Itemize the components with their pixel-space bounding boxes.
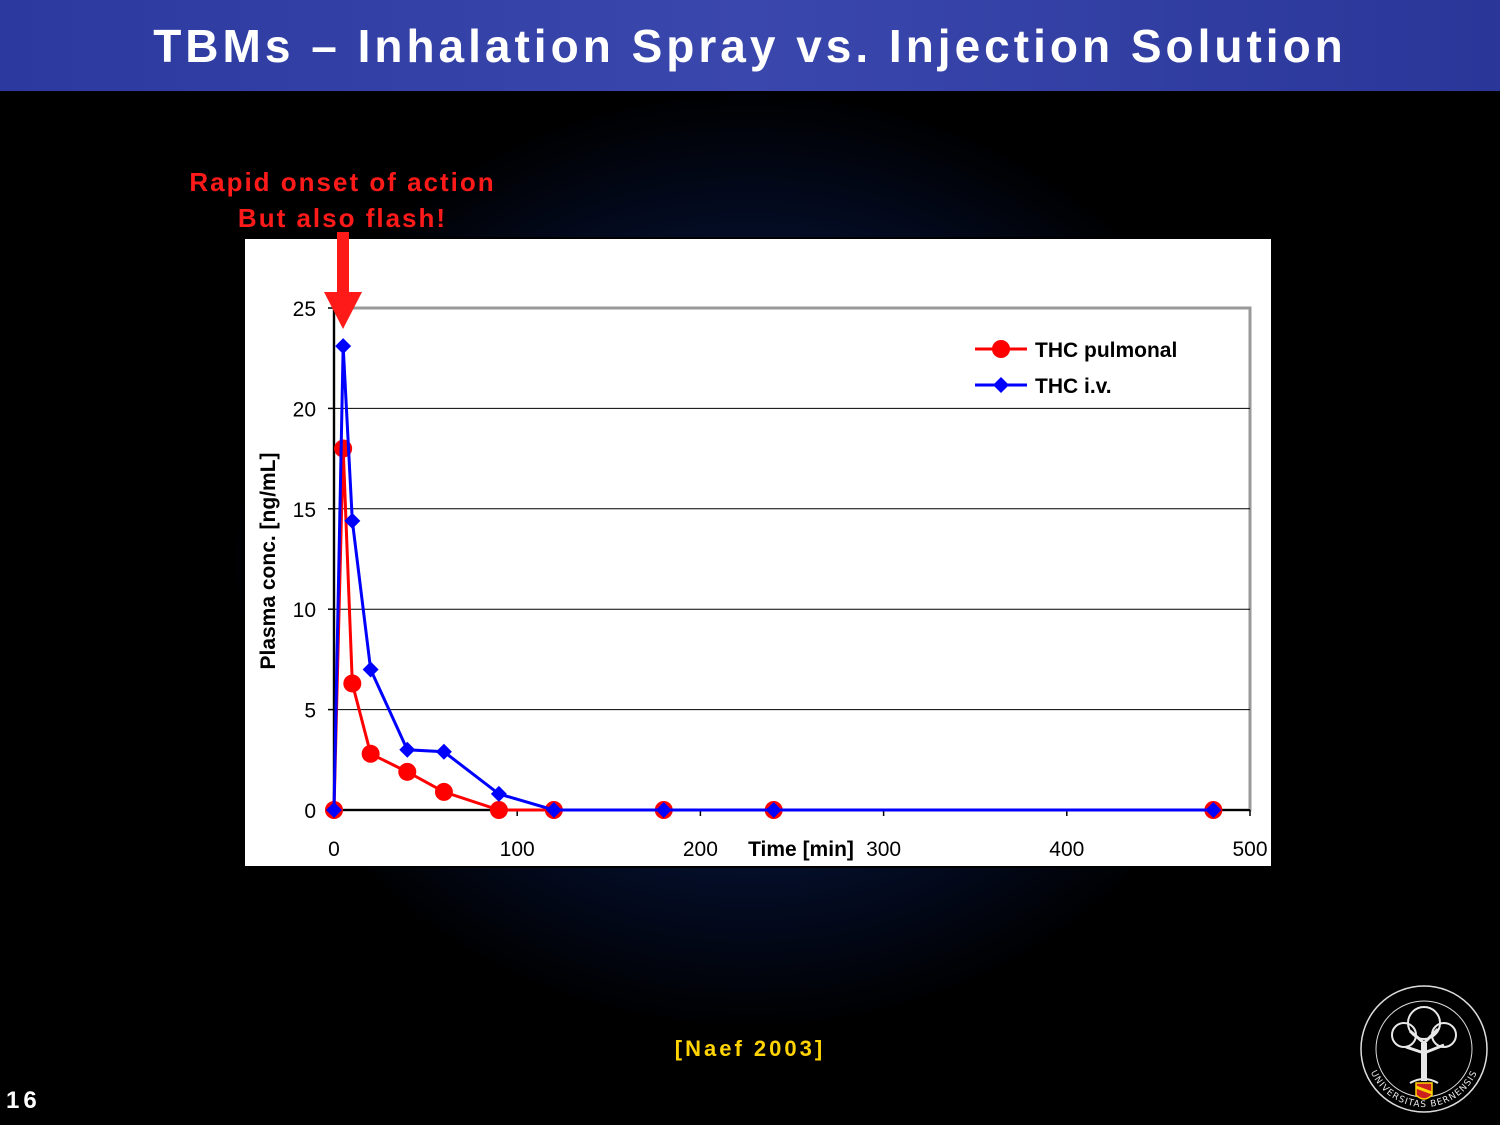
line-chart: 0 5 10 15 20 25 0 100 200 300 400 500 Time [min] Plas… bbox=[257, 298, 1268, 861]
data-point-pulmonal bbox=[398, 762, 417, 781]
data-point-iv bbox=[490, 785, 507, 802]
data-point-iv bbox=[344, 512, 361, 529]
y-tick-label: 20 bbox=[293, 398, 316, 421]
annotation-line-1: Rapid onset of action bbox=[189, 167, 496, 197]
y-tick-label: 0 bbox=[304, 800, 316, 823]
annotation-line-2: But also flash! bbox=[237, 203, 448, 233]
x-tick-label: 500 bbox=[1232, 838, 1267, 861]
onset-arrow-icon bbox=[324, 232, 362, 329]
data-point-iv bbox=[399, 741, 416, 758]
legend-marker-pulmonal bbox=[992, 340, 1010, 358]
x-tick-label: 100 bbox=[500, 838, 535, 861]
data-point-pulmonal bbox=[489, 801, 508, 819]
legend-label-pulmonal: THC pulmonal bbox=[1035, 339, 1177, 362]
data-point-iv bbox=[362, 661, 379, 678]
university-seal-logo: UNIVERSITAS BERNENSIS bbox=[1360, 985, 1488, 1113]
slide-number: 16 bbox=[6, 1087, 41, 1114]
title-bar: TBMs – Inhalation Spray vs. Injection So… bbox=[0, 0, 1500, 91]
data-point-iv bbox=[545, 802, 562, 818]
data-point-iv bbox=[326, 802, 342, 818]
data-point-iv bbox=[335, 338, 352, 355]
x-axis-title: Time [min] bbox=[748, 838, 854, 861]
y-tick-label: 5 bbox=[304, 700, 316, 723]
x-tick-label: 400 bbox=[1049, 838, 1084, 861]
legend-label-iv: THC i.v. bbox=[1035, 375, 1112, 398]
x-tick-label: 300 bbox=[866, 838, 901, 861]
x-tick-label: 200 bbox=[683, 838, 718, 861]
data-point-pulmonal bbox=[361, 744, 380, 763]
y-axis-title: Plasma conc. [ng/mL] bbox=[257, 452, 280, 669]
data-point-pulmonal bbox=[343, 674, 362, 693]
data-point-iv bbox=[1205, 802, 1222, 818]
citation: [Naef 2003] bbox=[674, 1036, 826, 1061]
slide-title: TBMs – Inhalation Spray vs. Injection So… bbox=[153, 19, 1347, 72]
plot-area bbox=[332, 306, 1252, 812]
data-point-iv bbox=[655, 802, 672, 818]
y-tick-label: 25 bbox=[293, 298, 316, 321]
data-point-iv bbox=[435, 743, 452, 760]
y-tick-label: 10 bbox=[293, 599, 316, 622]
annotation-text: Rapid onset of action But also flash! bbox=[140, 164, 545, 236]
chart-area: 0 5 10 15 20 25 0 100 200 300 400 500 Time [min] Plas… bbox=[243, 237, 1273, 868]
data-point-pulmonal bbox=[434, 782, 453, 801]
y-tick-label: 15 bbox=[293, 499, 316, 522]
x-tick-label: 0 bbox=[328, 838, 340, 861]
legend-marker-iv bbox=[993, 377, 1009, 393]
data-point-iv bbox=[765, 802, 782, 818]
